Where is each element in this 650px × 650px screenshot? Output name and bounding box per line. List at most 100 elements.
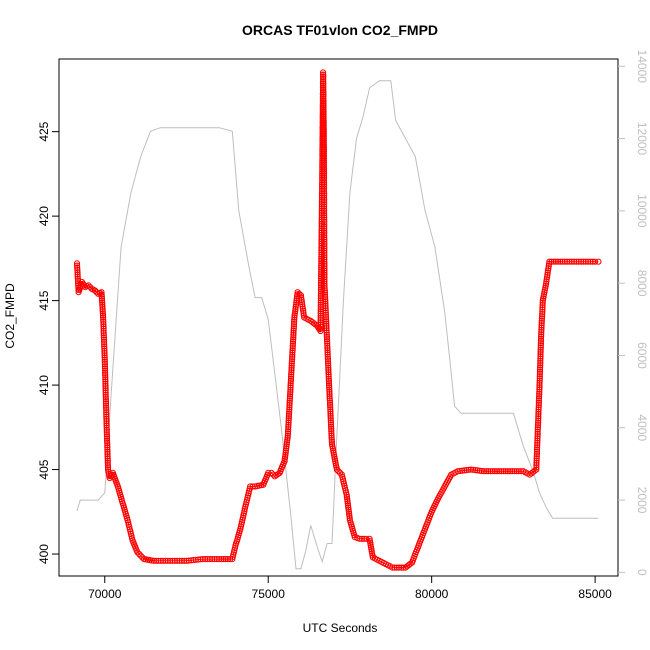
co2-point	[320, 139, 327, 146]
co2-point	[320, 146, 327, 153]
co2-point	[454, 468, 461, 475]
y2-tick-label: 8000	[635, 270, 649, 297]
co2-point	[320, 95, 327, 102]
co2-point	[322, 311, 329, 318]
co2-point	[321, 252, 328, 259]
co2-point	[321, 269, 328, 276]
co2-point	[287, 388, 294, 396]
co2-point	[286, 404, 293, 411]
co2-point	[534, 424, 542, 431]
co2-point	[103, 418, 110, 425]
co2-point	[533, 457, 540, 464]
co2-point	[344, 498, 351, 505]
co2-point	[321, 265, 328, 272]
co2-point	[287, 377, 294, 385]
co2-point	[538, 315, 546, 322]
co2-point	[321, 247, 328, 254]
y-axis-right: 0 2000 4000 6000 8000 10000 12000 14000	[618, 50, 649, 576]
co2-point	[283, 445, 290, 452]
co2-point	[535, 397, 543, 404]
co2-point	[320, 181, 328, 188]
co2-point	[289, 356, 296, 363]
co2-point	[327, 406, 334, 413]
co2-point	[537, 351, 544, 358]
co2-point	[328, 432, 335, 439]
co2-point	[321, 207, 328, 215]
co2-point	[202, 556, 209, 563]
co2-point	[104, 455, 111, 462]
co2-point	[102, 391, 109, 398]
co2-point	[592, 258, 599, 265]
co2-point	[103, 415, 110, 422]
co2-point	[299, 303, 306, 310]
co2-point	[320, 102, 327, 109]
co2-point	[320, 141, 327, 148]
co2-point	[496, 468, 503, 475]
co2-point	[320, 124, 327, 131]
co2-point	[104, 442, 111, 449]
co2-point	[536, 366, 544, 373]
co2-point	[543, 280, 550, 287]
co2-point	[287, 391, 294, 398]
x-tick-label: 85000	[578, 587, 612, 601]
co2-point	[536, 371, 544, 378]
co2-point	[545, 263, 552, 270]
co2-point	[339, 476, 346, 483]
co2-point	[289, 338, 297, 345]
co2-point	[535, 406, 542, 413]
co2-point	[539, 313, 546, 320]
co2-point	[73, 260, 81, 267]
co2-point	[102, 389, 109, 396]
co2-point	[539, 308, 546, 315]
co2-point	[288, 371, 295, 378]
co2-point	[317, 282, 325, 289]
co2-point	[511, 468, 518, 475]
co2-point	[585, 258, 592, 265]
co2-point	[155, 557, 162, 564]
co2-point	[99, 299, 106, 306]
co2-point	[537, 342, 544, 349]
co2-point	[322, 298, 329, 305]
co2-point	[181, 557, 188, 564]
co2-point	[539, 302, 546, 309]
co2-point	[290, 329, 297, 336]
co2-point	[292, 303, 299, 310]
co2-point	[317, 284, 325, 291]
co2-point	[578, 258, 585, 265]
co2-point	[100, 325, 107, 332]
co2-point	[323, 329, 330, 336]
co2-point	[104, 444, 111, 451]
co2-point	[317, 325, 324, 332]
co2-point	[322, 300, 329, 307]
co2-point	[535, 399, 543, 406]
co2-point	[288, 362, 295, 369]
co2-point	[317, 290, 324, 297]
co2-point	[102, 367, 109, 374]
co2-point	[290, 331, 297, 339]
co2-point	[286, 402, 293, 409]
co2-point	[284, 434, 291, 441]
co2-point	[320, 86, 327, 94]
co2-point	[99, 310, 107, 317]
co2-point	[537, 348, 544, 356]
co2-point	[101, 345, 108, 352]
co2-point	[300, 307, 307, 314]
co2-point	[322, 302, 329, 309]
co2-point	[285, 415, 292, 422]
co2-point	[287, 380, 294, 387]
co2-point	[321, 254, 328, 261]
co2-point	[320, 71, 327, 78]
co2-point	[317, 288, 325, 295]
co2-point	[535, 408, 542, 415]
co2-point	[328, 436, 335, 443]
co2-point	[327, 408, 334, 415]
co2-point	[289, 340, 296, 347]
co2-point	[535, 413, 542, 420]
co2-point	[325, 369, 332, 376]
co2-point	[298, 294, 305, 301]
co2-point	[286, 406, 293, 413]
co2-point	[346, 510, 353, 518]
co2-point	[321, 223, 328, 230]
co2-point	[345, 506, 352, 513]
co2-point	[325, 362, 332, 369]
